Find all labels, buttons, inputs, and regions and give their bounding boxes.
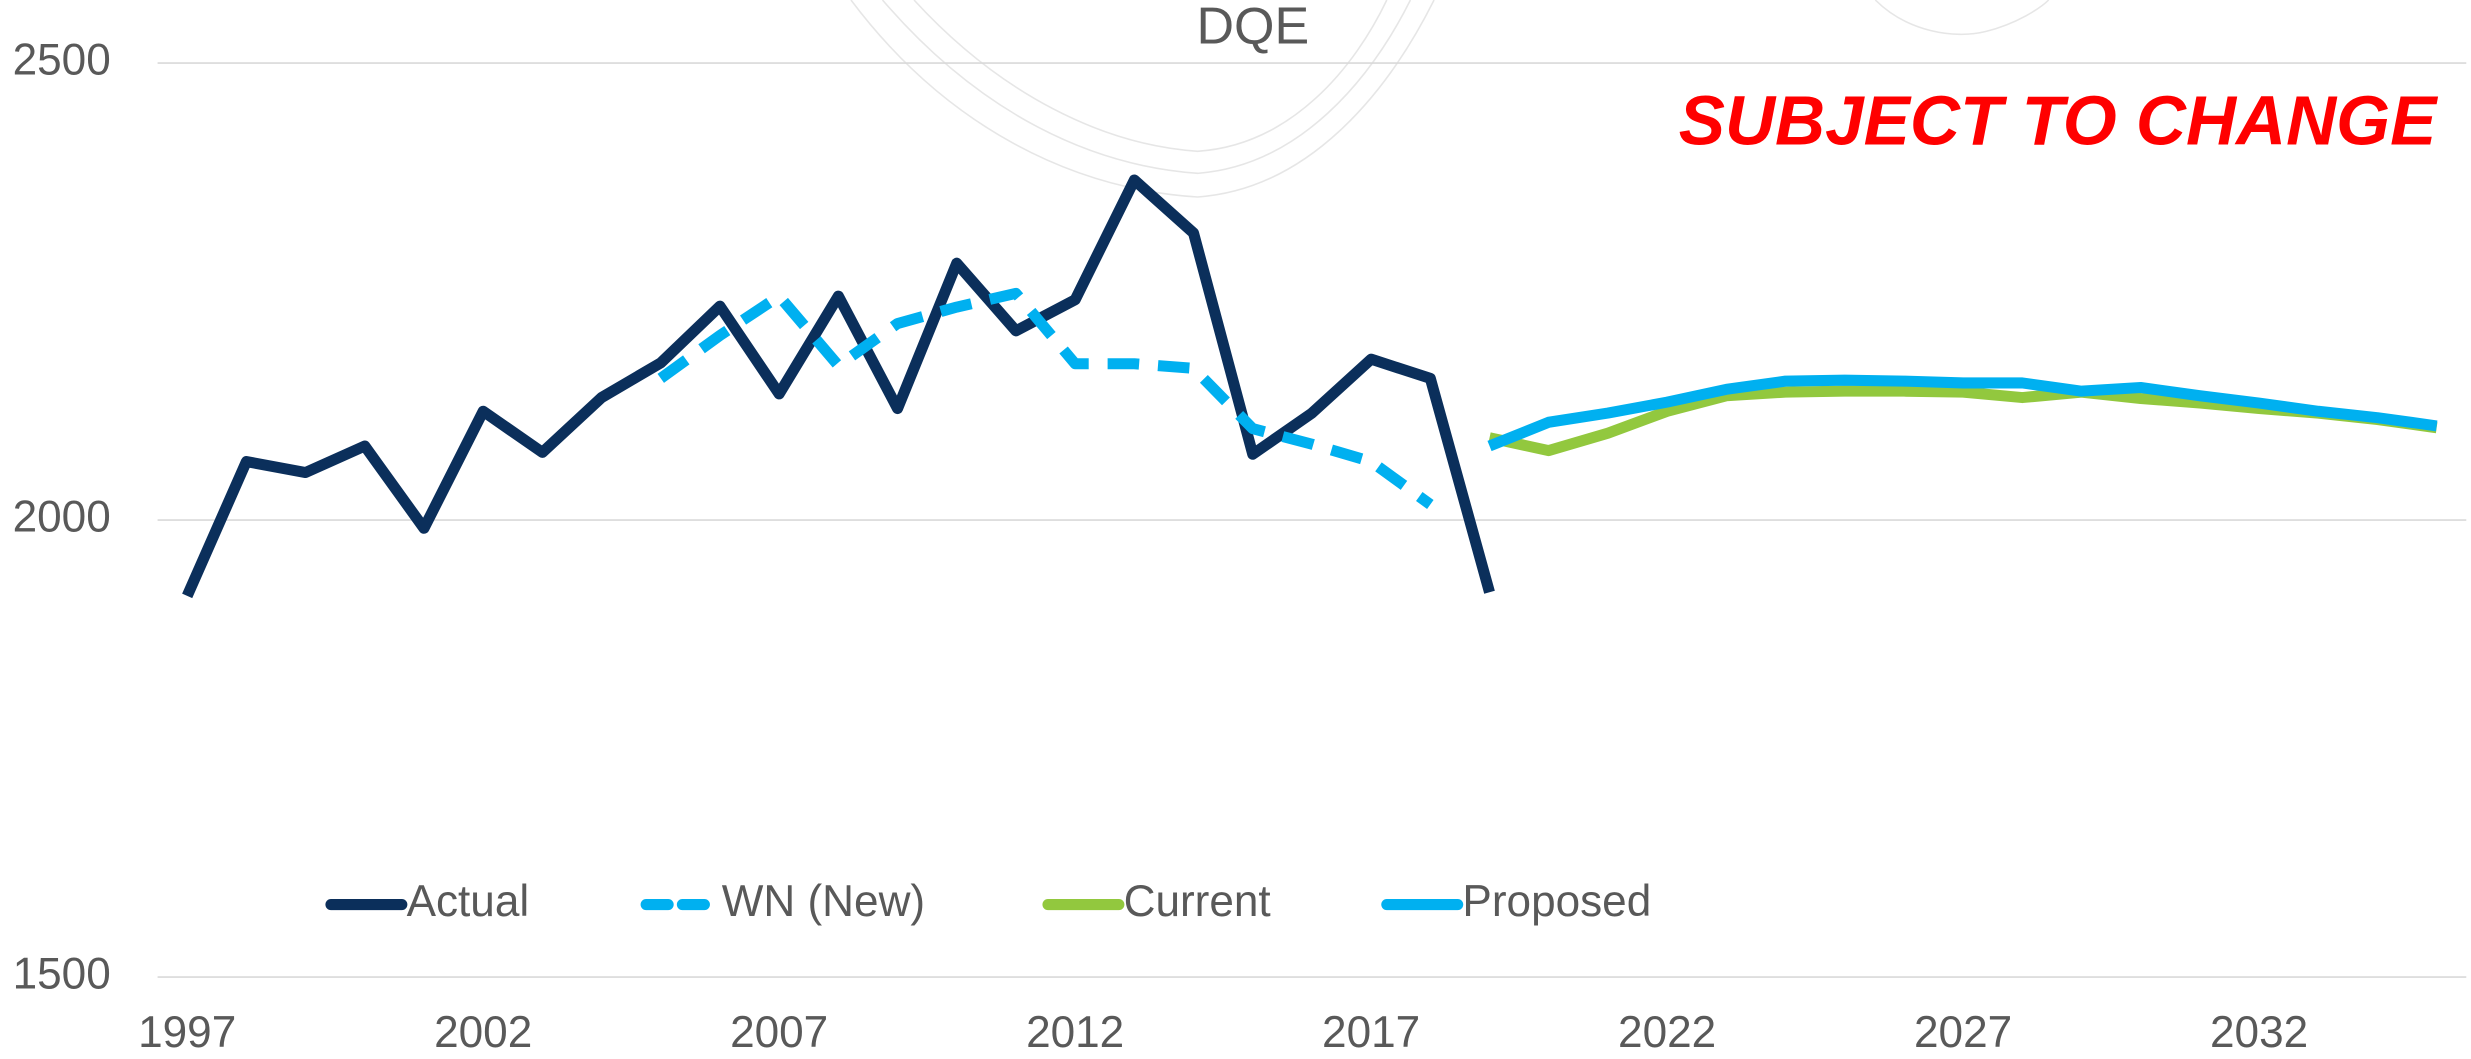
x-tick-label: 2022: [1618, 1008, 1716, 1057]
legend-label: Proposed: [1462, 877, 1651, 926]
x-tick-label: 2017: [1322, 1008, 1420, 1057]
y-tick-label: 1500: [13, 950, 111, 999]
x-tick-label: 2027: [1914, 1008, 2012, 1057]
x-tick-label: 2007: [730, 1008, 828, 1057]
series-line: [1487, 374, 2438, 452]
series-line: [657, 287, 1434, 509]
chart-title: DQE: [1196, 0, 1309, 56]
x-tick-label: 2032: [2210, 1008, 2308, 1057]
x-tick-label: 1997: [138, 1008, 236, 1057]
series-line: [1488, 385, 2438, 457]
legend-label: Current: [1124, 877, 1271, 926]
legend-label: WN (New): [722, 877, 925, 926]
legend-label: Actual: [407, 877, 530, 926]
series-line: [182, 174, 1495, 599]
y-tick-label: 2500: [13, 36, 111, 85]
x-tick-label: 2002: [434, 1008, 532, 1057]
background-decoration: [850, 0, 2050, 198]
annotation: SUBJECT TO CHANGE: [1679, 81, 2438, 159]
y-tick-label: 2000: [13, 493, 111, 542]
x-tick-label: 2012: [1026, 1008, 1124, 1057]
